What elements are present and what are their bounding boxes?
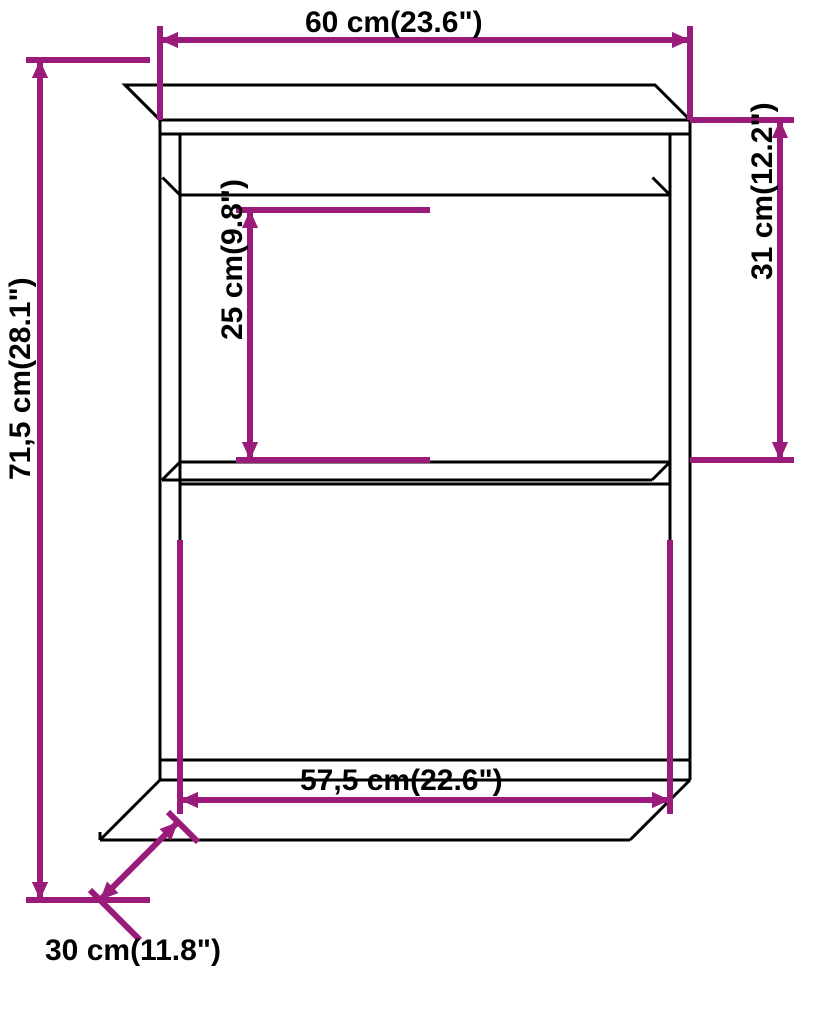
svg-text:31 cm(12.2"): 31 cm(12.2") [746,102,779,280]
svg-text:71,5 cm(28.1"): 71,5 cm(28.1") [4,277,37,480]
svg-text:60 cm(23.6"): 60 cm(23.6") [305,6,483,39]
svg-text:30 cm(11.8"): 30 cm(11.8") [45,934,221,967]
svg-text:57,5 cm(22.6"): 57,5 cm(22.6") [300,764,503,797]
svg-text:25 cm(9.8"): 25 cm(9.8") [216,179,249,340]
